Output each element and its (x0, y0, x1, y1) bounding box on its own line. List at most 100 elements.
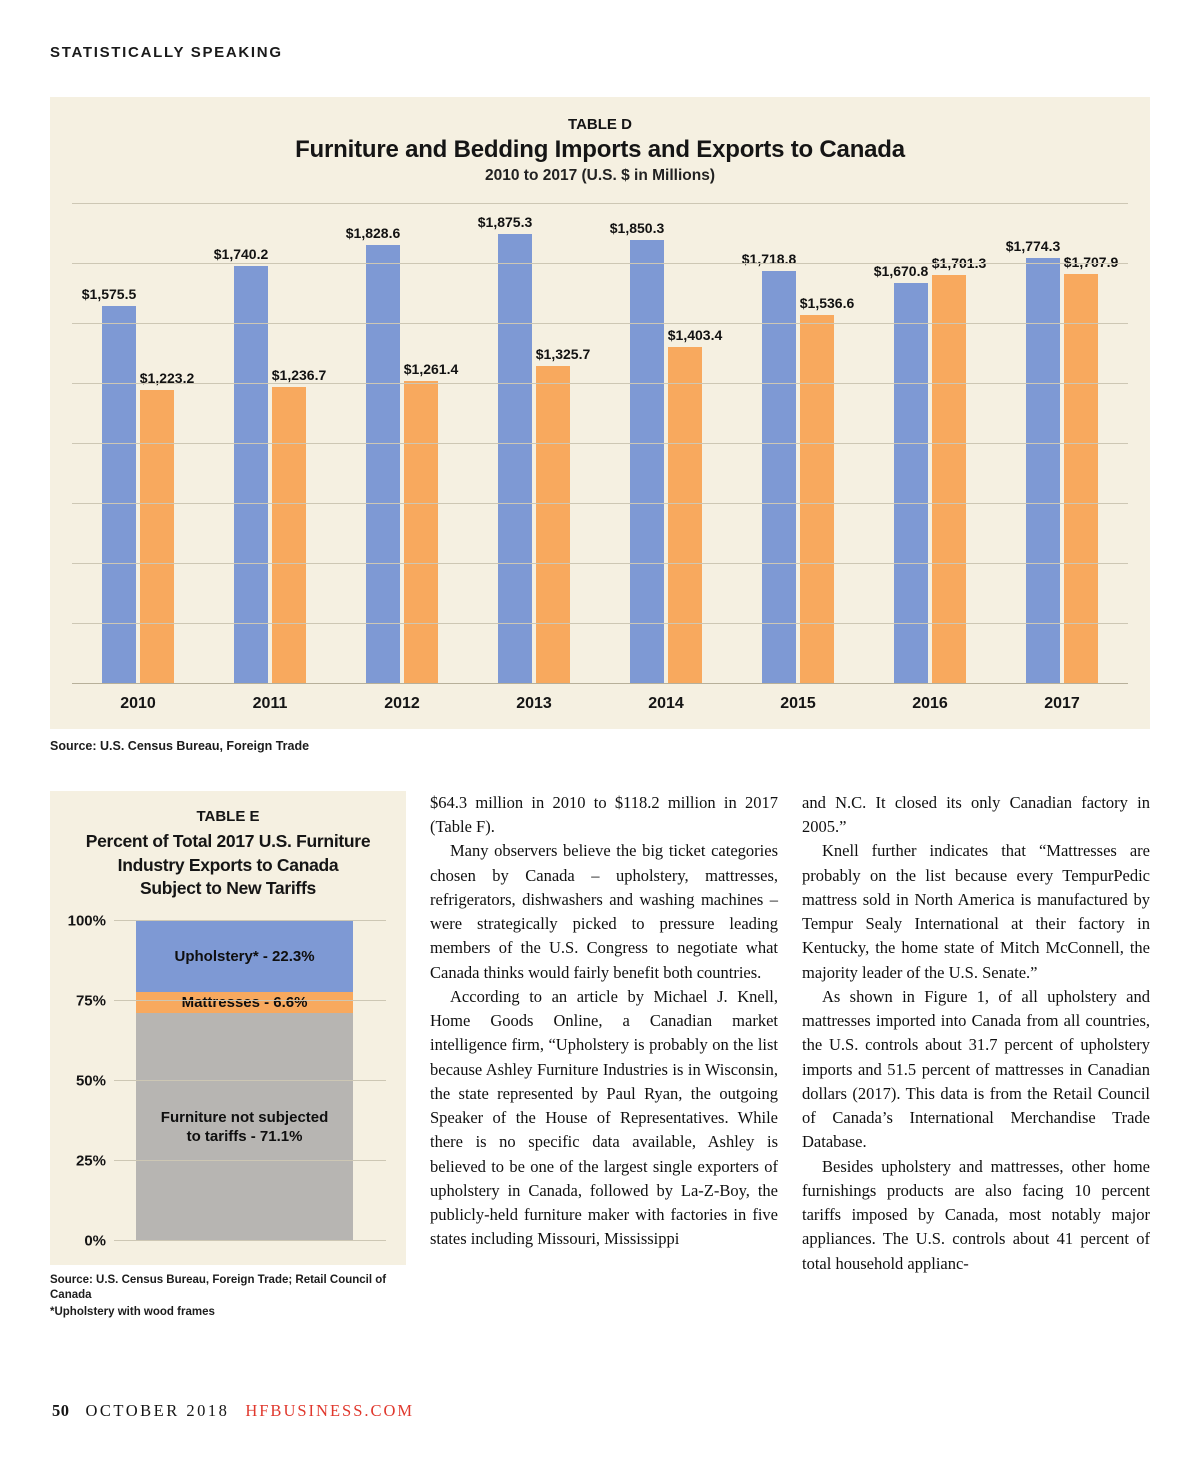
table-e-title: Percent of Total 2017 U.S. Furniture Ind… (85, 831, 371, 899)
stacked-segment-1: Mattresses - 6.6% (135, 992, 354, 1014)
bar-imports-2011: $1,740.2 (214, 247, 268, 684)
bar-exports-2012: $1,261.4 (404, 362, 458, 684)
y-axis-label: 0% (84, 1232, 106, 1250)
gridline (72, 622, 1128, 624)
bar-value-label: $1,223.2 (139, 370, 195, 387)
segment-label: Furniture not subjected to tariffs - 71.… (160, 1108, 329, 1146)
gridline (72, 562, 1128, 564)
table-e-sources: Source: U.S. Census Bureau, Foreign Trad… (50, 1273, 406, 1321)
bar-group-2010: $1,575.5 $1,223.2 (72, 204, 204, 684)
bar-exports-2011: $1,236.7 (272, 368, 326, 684)
article-paragraph: $64.3 million in 2010 to $118.2 million … (430, 792, 778, 837)
bar-exports-2013: $1,325.7 (536, 347, 590, 684)
article-paragraph: Many observers believe the big ticket ca… (430, 841, 778, 982)
bar-exports-2014: $1,403.4 (668, 328, 722, 684)
bar-value-label: $1,261.4 (403, 360, 459, 377)
bar-imports-2013: $1,875.3 (478, 215, 532, 684)
table-d-subtitle: 2010 to 2017 (U.S. $ in Millions) (485, 167, 715, 185)
x-axis-label: 2015 (780, 694, 816, 712)
stacked-segment-0: Upholstery* - 22.3% (135, 920, 354, 993)
gridline (72, 382, 1128, 384)
stacked-bar-chart-plot: Upholstery* - 22.3% Mattresses - 6.6% Furn… (68, 913, 386, 1248)
bar-exports-2010: $1,223.2 (140, 371, 194, 684)
gridline (72, 202, 1128, 204)
bar-exports-2017: $1,707.9 (1064, 255, 1118, 684)
bar-group-2012: $1,828.6 $1,261.4 (336, 204, 468, 684)
table-d-panel: TABLE D Furniture and Bedding Imports an… (50, 97, 1150, 729)
y-axis-label: 50% (75, 1072, 106, 1090)
bar-value-label: $1,718.8 (741, 251, 797, 268)
bar-value-label: $1,707.9 (1063, 253, 1119, 270)
bar-value-label: $1,575.5 (81, 285, 137, 302)
table-d-label: TABLE D (568, 116, 632, 133)
bar-imports-2012: $1,828.6 (346, 226, 400, 684)
y-axis-label: 75% (75, 992, 106, 1010)
bar-group-2011: $1,740.2 $1,236.7 (204, 204, 336, 684)
article-paragraph: As shown in Figure 1, of all upholstery … (802, 986, 1150, 1152)
footer-issue: OCTOBER 2018 (85, 1401, 230, 1420)
footer-page-number: 50 (52, 1401, 70, 1420)
bar-value-label: $1,828.6 (345, 224, 401, 241)
table-e-panel: TABLE E Percent of Total 2017 U.S. Furni… (50, 790, 406, 1265)
x-axis-label: 2013 (516, 694, 552, 712)
article-column-2: and N.C. It closed its only Canadian fac… (802, 791, 1150, 1321)
table-e-column: TABLE E Percent of Total 2017 U.S. Furni… (50, 790, 406, 1321)
gridline (72, 682, 1128, 684)
table-d-title: Furniture and Bedding Imports and Export… (295, 136, 905, 164)
article-paragraph: and N.C. It closed its only Canadian fac… (802, 792, 1150, 837)
gridline (114, 919, 386, 921)
bar-exports-2016: $1,701.3 (932, 256, 986, 684)
table-d-source: Source: U.S. Census Bureau, Foreign Trad… (50, 738, 310, 753)
gridline (114, 1239, 386, 1241)
table-e-header: TABLE E Percent of Total 2017 U.S. Furni… (60, 807, 396, 901)
stacked-bar: Upholstery* - 22.3% Mattresses - 6.6% Furn… (135, 920, 354, 1241)
bar-value-label: $1,774.3 (1005, 237, 1061, 254)
bar-value-label: $1,670.8 (873, 262, 929, 279)
segment-label: Upholstery* - 22.3% (174, 947, 315, 965)
x-axis: 2010 2011 2012 2013 2014 2015 2016 2017 (72, 694, 1128, 713)
bar-value-label: $1,325.7 (535, 345, 591, 362)
bar-value-label: $1,875.3 (477, 213, 533, 230)
bar-imports-2010: $1,575.5 (82, 287, 136, 684)
bar-imports-2017: $1,774.3 (1006, 239, 1060, 684)
bar-value-label: $1,403.4 (667, 326, 723, 343)
gridline (72, 322, 1128, 324)
x-axis-label: 2011 (252, 694, 288, 712)
table-e-footnote: *Upholstery with wood frames (50, 1305, 215, 1318)
article-paragraph: Besides upholstery and mattresses, other… (802, 1156, 1150, 1273)
bar-group-2013: $1,875.3 $1,325.7 (468, 204, 600, 684)
x-axis-label: 2016 (912, 694, 948, 712)
table-d-header: TABLE D Furniture and Bedding Imports an… (72, 115, 1128, 188)
gridline (72, 502, 1128, 504)
bar-value-label: $1,850.3 (609, 219, 665, 236)
bar-imports-2015: $1,718.8 (742, 252, 796, 684)
bar-value-label: $1,740.2 (213, 246, 269, 263)
section-kicker: STATISTICALLY SPEAKING (50, 44, 283, 61)
bar-group-2015: $1,718.8 $1,536.6 (732, 204, 864, 684)
bar-imports-2016: $1,670.8 (874, 264, 928, 684)
footer-site: HFBUSINESS.COM (245, 1401, 415, 1420)
bar-imports-2014: $1,850.3 (610, 221, 664, 684)
article-paragraph: Knell further indicates that “Mattresses… (802, 841, 1150, 982)
x-axis-label: 2010 (120, 694, 156, 712)
bar-group-2014: $1,850.3 $1,403.4 (600, 204, 732, 684)
bar-group-2016: $1,670.8 $1,701.3 (864, 204, 996, 684)
segment-label: Mattresses - 6.6% (181, 994, 308, 1012)
lower-section: TABLE E Percent of Total 2017 U.S. Furni… (50, 790, 1150, 1321)
bar-groups: $1,575.5 $1,223.2 $1,740.2 $1,236.7 $1,828.6… (72, 204, 1128, 684)
bar-exports-2015: $1,536.6 (800, 296, 854, 684)
bar-value-label: $1,536.6 (799, 294, 855, 311)
stacked-segment-2: Furniture not subjected to tariffs - 71.… (135, 1013, 354, 1241)
bar-group-2017: $1,774.3 $1,707.9 (996, 204, 1128, 684)
table-e-source: Source: U.S. Census Bureau, Foreign Trad… (50, 1273, 387, 1302)
x-axis-label: 2014 (648, 694, 684, 712)
gridline (114, 1159, 386, 1161)
x-axis-label: 2017 (1044, 694, 1080, 712)
article-paragraph: According to an article by Michael J. Kn… (430, 986, 778, 1249)
x-axis-label: 2012 (384, 694, 420, 712)
gridline (114, 999, 386, 1001)
y-axis-label: 100% (67, 912, 106, 930)
table-e-label: TABLE E (196, 807, 260, 825)
gridline (72, 442, 1128, 444)
